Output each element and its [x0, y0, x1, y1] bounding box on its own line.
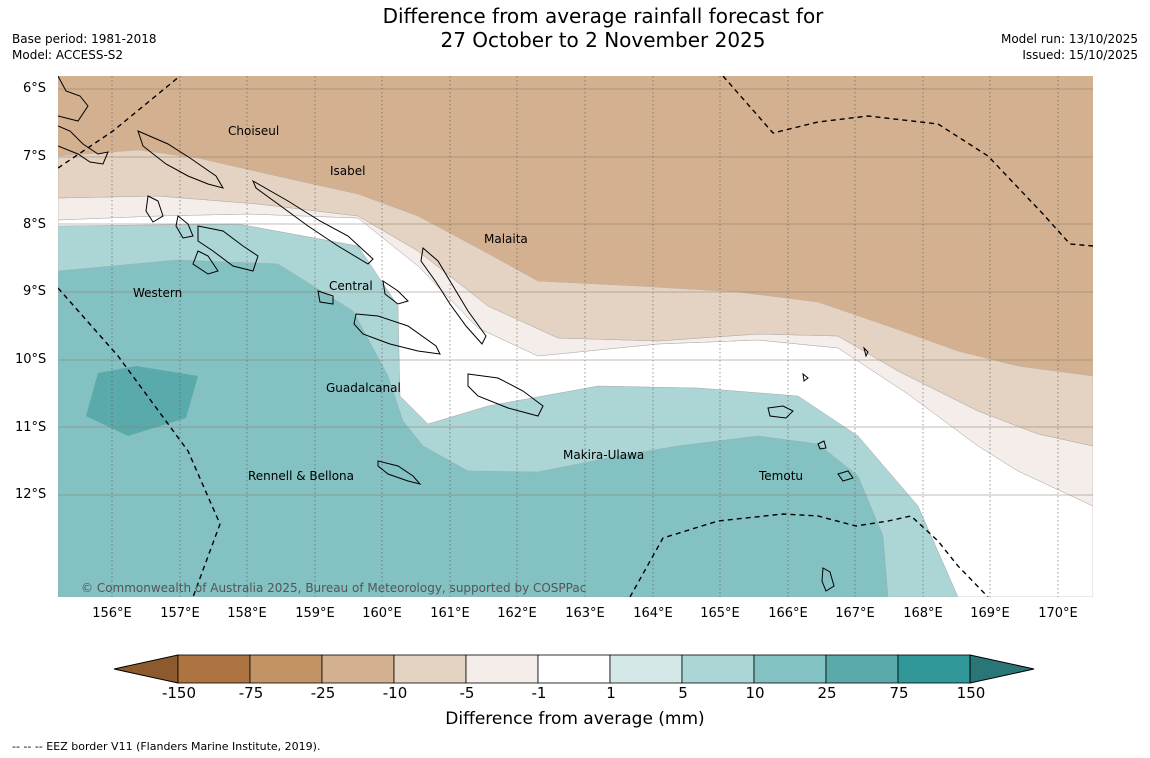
colorbar-tick: 25: [817, 684, 837, 702]
base-period: Base period: 1981-2018: [12, 32, 157, 46]
colorbar-swatch: [609, 654, 683, 684]
colorbar-tick: -1: [531, 684, 547, 702]
colorbar-tick: -10: [382, 684, 408, 702]
label-malaita: Malaita: [484, 232, 528, 246]
lon-label-168e: 168°E: [903, 606, 943, 621]
lat-label-9s: 9°S: [23, 284, 47, 299]
contour-10-25: [58, 259, 889, 597]
colorbar-swatch: [897, 654, 971, 684]
lon-label-163e: 163°E: [565, 606, 605, 621]
lat-label-8s: 8°S: [23, 217, 47, 232]
colorbar-extend-low: [114, 654, 179, 684]
eez-borders: [58, 76, 1093, 597]
colorbar-swatch: [393, 654, 467, 684]
title-line-2: 27 October to 2 November 2025: [440, 28, 766, 52]
lon-label-160e: 160°E: [362, 606, 402, 621]
colorbar-swatch: [537, 654, 611, 684]
colorbar-tick: -25: [310, 684, 336, 702]
contour-minus10-minus25: [58, 76, 1093, 376]
coastlines: [58, 76, 869, 592]
colorbar-swatch: [465, 654, 539, 684]
colorbar-swatch: [825, 654, 899, 684]
base-info: Base period: 1981-2018 Model: ACCESS-S2: [12, 31, 157, 63]
label-makira-ulawa: Makira-Ulawa: [563, 448, 644, 462]
colorbar-extend-high: [969, 654, 1035, 684]
title-line-1: Difference from average rainfall forecas…: [382, 4, 824, 28]
colorbar-swatch: [681, 654, 755, 684]
map-title: Difference from average rainfall forecas…: [303, 4, 903, 52]
label-temotu: Temotu: [758, 469, 803, 483]
colorbar-tick: -5: [459, 684, 475, 702]
colorbar-swatch: [249, 654, 323, 684]
colorbar: [114, 654, 1035, 684]
model-run-date: Model run: 13/10/2025: [1000, 32, 1138, 46]
lon-label-169e: 169°E: [970, 606, 1010, 621]
label-rennell-bellona: Rennell & Bellona: [248, 469, 354, 483]
colorbar-swatch: [177, 654, 251, 684]
gridlines: [58, 76, 1093, 597]
label-western: Western: [133, 286, 182, 300]
issued-date: Issued: 15/10/2025: [1022, 48, 1138, 62]
label-central: Central: [329, 279, 373, 293]
lon-label-165e: 165°E: [700, 606, 740, 621]
colorbar-tick: 1: [606, 684, 616, 702]
lon-label-158e: 158°E: [227, 606, 267, 621]
colorbar-label: Difference from average (mm): [445, 709, 705, 729]
copyright-notice: © Commonwealth of Australia 2025, Bureau…: [81, 581, 586, 595]
lon-label-157e: 157°E: [160, 606, 200, 621]
lon-label-166e: 166°E: [768, 606, 808, 621]
lat-label-7s: 7°S: [23, 149, 47, 164]
colorbar-tick: 75: [889, 684, 909, 702]
label-isabel: Isabel: [330, 164, 365, 178]
contour-25-75: [86, 366, 198, 436]
colorbar-tick: -75: [238, 684, 264, 702]
label-choiseul: Choiseul: [228, 124, 279, 138]
rainfall-map: Choiseul Isabel Malaita Western Central …: [58, 76, 1093, 597]
colorbar-swatch: [321, 654, 395, 684]
colorbar-tick: 10: [745, 684, 765, 702]
colorbar-tick: 5: [678, 684, 688, 702]
lon-label-159e: 159°E: [295, 606, 335, 621]
parallels: [58, 88, 1093, 496]
colorbar-swatch: [753, 654, 827, 684]
lat-label-6s: 6°S: [23, 81, 47, 96]
lon-label-170e: 170°E: [1038, 606, 1078, 621]
lat-label-11s: 11°S: [15, 420, 47, 435]
model-name: Model: ACCESS-S2: [12, 48, 124, 62]
region-labels: Choiseul Isabel Malaita Western Central …: [133, 124, 803, 483]
lon-label-156e: 156°E: [92, 606, 132, 621]
meridians: [111, 76, 1059, 597]
lon-label-167e: 167°E: [835, 606, 875, 621]
run-info: Model run: 13/10/2025 Issued: 15/10/2025: [1001, 31, 1138, 63]
lat-label-10s: 10°S: [15, 352, 47, 367]
lon-label-161e: 161°E: [430, 606, 470, 621]
lon-label-162e: 162°E: [497, 606, 537, 621]
colorbar-tick: 150: [956, 684, 986, 702]
lat-label-12s: 12°S: [15, 487, 47, 502]
eez-legend-note: -- -- -- EEZ border V11 (Flanders Marine…: [12, 740, 321, 753]
lon-label-164e: 164°E: [633, 606, 673, 621]
label-guadalcanal: Guadalcanal: [326, 381, 401, 395]
colorbar-tick: -150: [161, 684, 197, 702]
